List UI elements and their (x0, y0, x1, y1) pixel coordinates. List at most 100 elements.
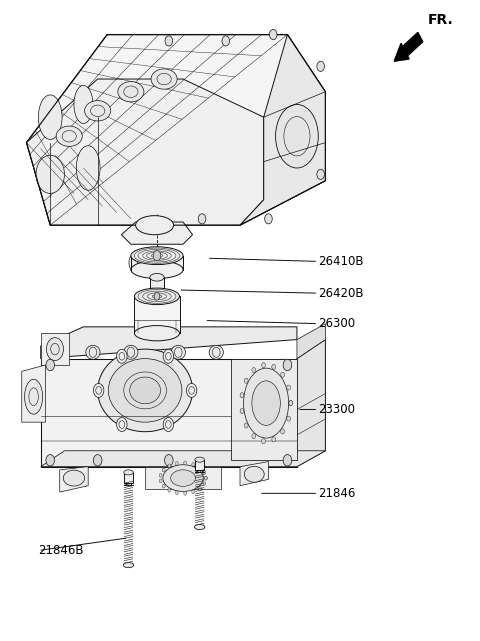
Ellipse shape (123, 563, 134, 568)
Circle shape (222, 36, 229, 46)
Ellipse shape (209, 345, 223, 359)
Circle shape (289, 401, 293, 406)
Ellipse shape (151, 69, 177, 89)
Circle shape (272, 437, 276, 442)
Circle shape (289, 401, 293, 406)
Circle shape (317, 62, 324, 71)
Polygon shape (41, 358, 297, 467)
Polygon shape (121, 222, 192, 244)
Circle shape (252, 433, 256, 438)
Circle shape (153, 251, 161, 261)
Circle shape (198, 487, 201, 490)
Ellipse shape (74, 85, 93, 124)
Circle shape (159, 474, 162, 477)
Circle shape (165, 454, 173, 466)
Ellipse shape (171, 345, 185, 359)
Circle shape (283, 454, 292, 466)
Text: 21846B: 21846B (38, 544, 84, 557)
Text: 26420B: 26420B (318, 287, 364, 300)
Circle shape (162, 468, 165, 472)
FancyArrow shape (394, 33, 423, 62)
Circle shape (198, 213, 206, 224)
Polygon shape (240, 35, 325, 225)
Ellipse shape (131, 247, 183, 265)
Polygon shape (297, 324, 325, 358)
Circle shape (175, 491, 178, 495)
Polygon shape (26, 35, 325, 225)
Polygon shape (26, 79, 264, 225)
Polygon shape (145, 467, 221, 489)
Circle shape (175, 462, 178, 465)
Circle shape (283, 359, 292, 370)
Circle shape (168, 488, 171, 492)
Circle shape (184, 492, 187, 495)
Circle shape (198, 466, 201, 470)
Ellipse shape (131, 261, 183, 279)
Text: 26300: 26300 (318, 317, 355, 330)
Polygon shape (41, 327, 297, 358)
Polygon shape (22, 365, 46, 422)
Circle shape (192, 463, 195, 467)
Ellipse shape (36, 155, 64, 194)
Circle shape (163, 417, 174, 431)
Circle shape (204, 476, 207, 480)
Bar (195, 460, 204, 470)
Circle shape (287, 385, 290, 390)
Circle shape (252, 367, 256, 372)
Circle shape (262, 438, 265, 444)
Polygon shape (240, 462, 268, 486)
Circle shape (203, 481, 206, 485)
Circle shape (244, 378, 248, 383)
Circle shape (154, 292, 160, 300)
Ellipse shape (150, 274, 164, 281)
Text: 23300: 23300 (318, 403, 355, 416)
Ellipse shape (129, 254, 138, 271)
Circle shape (281, 372, 285, 378)
Circle shape (240, 393, 244, 397)
Ellipse shape (76, 146, 100, 190)
Ellipse shape (171, 470, 195, 487)
Circle shape (281, 429, 285, 434)
Ellipse shape (84, 101, 111, 121)
Circle shape (168, 464, 171, 468)
Ellipse shape (194, 524, 205, 529)
Circle shape (317, 169, 324, 179)
Ellipse shape (130, 377, 160, 404)
Ellipse shape (243, 368, 288, 438)
Text: FR.: FR. (427, 13, 453, 27)
Ellipse shape (163, 465, 203, 492)
Circle shape (162, 484, 165, 488)
Circle shape (159, 479, 162, 483)
Circle shape (46, 454, 55, 466)
Circle shape (262, 363, 265, 368)
Polygon shape (41, 451, 325, 467)
Circle shape (47, 338, 63, 360)
Circle shape (94, 454, 102, 466)
Polygon shape (297, 340, 325, 467)
Ellipse shape (252, 381, 280, 426)
Circle shape (269, 29, 277, 40)
Ellipse shape (63, 470, 84, 486)
Circle shape (240, 408, 244, 413)
Circle shape (204, 476, 207, 480)
Ellipse shape (38, 95, 62, 139)
Circle shape (165, 36, 173, 46)
Circle shape (117, 417, 127, 431)
Ellipse shape (134, 326, 180, 341)
Circle shape (46, 359, 55, 370)
Ellipse shape (24, 379, 43, 414)
Circle shape (184, 461, 187, 465)
Ellipse shape (56, 126, 82, 146)
Circle shape (272, 364, 276, 369)
Ellipse shape (244, 467, 264, 482)
Polygon shape (60, 467, 88, 492)
Ellipse shape (195, 457, 204, 462)
Circle shape (264, 213, 272, 224)
Ellipse shape (136, 215, 174, 235)
Circle shape (94, 383, 104, 397)
Ellipse shape (124, 470, 133, 475)
Text: 26410B: 26410B (318, 255, 364, 268)
Ellipse shape (134, 288, 180, 304)
Bar (124, 472, 133, 483)
Bar (131, 256, 183, 270)
